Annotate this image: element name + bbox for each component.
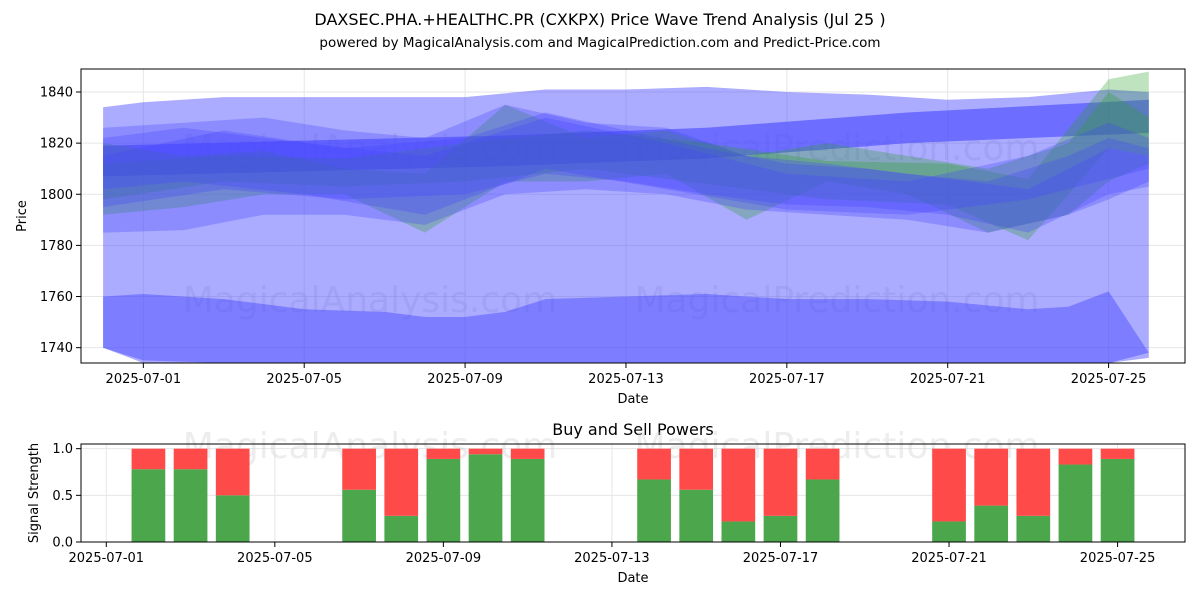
buy-bar-2025-07-22 — [974, 505, 1009, 542]
wave-band-1 — [103, 291, 1149, 363]
sell-bar-2025-07-08 — [384, 448, 419, 516]
price-y-ticks: 1740 1760 1780 1800 1820 1840 — [40, 86, 81, 356]
price-y-tick-label-3: 1800 — [40, 188, 73, 203]
sell-bar-2025-07-14 — [637, 448, 671, 480]
buy-bar-2025-07-18 — [805, 479, 840, 542]
wave-band-2 — [103, 99, 1149, 177]
sell-bar-2025-07-07 — [342, 448, 376, 490]
buy-bar-2025-07-10 — [468, 454, 503, 542]
signal-y-tick-label-2: 1.0 — [52, 442, 73, 457]
sell-bar-2025-07-21 — [932, 448, 966, 522]
sell-bar-2025-07-25 — [1100, 448, 1135, 459]
buy-bar-2025-07-14 — [637, 479, 671, 542]
sell-bar-2025-07-03 — [173, 448, 208, 470]
price-y-tick-label-1: 1760 — [40, 290, 73, 305]
price-x-tick-label-4: 2025-07-17 — [749, 372, 825, 387]
signal-x-tick-label-5: 2025-07-21 — [911, 551, 987, 566]
price-x-tick-label-5: 2025-07-21 — [910, 372, 986, 387]
sell-bar-2025-07-02 — [131, 448, 166, 470]
sell-bar-2025-07-15 — [679, 448, 714, 490]
signal-x-tick-label-6: 2025-07-25 — [1080, 551, 1156, 566]
price-grid — [81, 69, 1185, 363]
sell-bar-2025-07-23 — [1016, 448, 1051, 516]
sell-bar-2025-07-16 — [721, 448, 756, 522]
wave-band-6 — [103, 112, 1149, 233]
price-y-tick-label-2: 1780 — [40, 239, 73, 254]
price-wave-bands — [103, 71, 1149, 364]
price-y-tick-label-5: 1840 — [40, 86, 73, 101]
signal-x-axis-label: Date — [617, 571, 648, 586]
buy-bar-2025-07-23 — [1016, 515, 1051, 542]
price-x-ticks: 2025-07-01 2025-07-05 2025-07-09 2025-07-13… — [106, 363, 1147, 387]
price-panel: MagicalAnalysis.com MagicalPrediction.co… — [15, 68, 1186, 407]
wave-band-7 — [103, 117, 1149, 215]
price-x-tick-label-1: 2025-07-05 — [266, 372, 342, 387]
sell-bar-2025-07-09 — [426, 448, 461, 459]
signal-title: Buy and Sell Powers — [552, 420, 714, 439]
sell-bar-2025-07-04 — [215, 448, 250, 496]
buy-bar-2025-07-21 — [932, 521, 966, 542]
signal-y-axis-label: Signal Strength — [27, 443, 42, 543]
signal-x-tick-label-1: 2025-07-05 — [237, 551, 313, 566]
buy-bar-2025-07-09 — [426, 458, 461, 542]
buy-bar-2025-07-07 — [342, 489, 376, 542]
buy-bar-2025-07-03 — [173, 469, 208, 542]
price-y-axis-label: Price — [15, 200, 30, 232]
buy-bar-2025-07-16 — [721, 521, 756, 542]
signal-x-tick-label-4: 2025-07-17 — [743, 551, 819, 566]
signal-plot-frame — [80, 443, 1186, 543]
watermark-prediction-2: MagicalPrediction.com — [635, 280, 1040, 321]
buy-bar-2025-07-15 — [679, 489, 714, 542]
buy-bar-2025-07-04 — [215, 495, 250, 542]
signal-y-ticks: 0.0 0.5 1.0 — [52, 442, 81, 551]
sell-bar-2025-07-22 — [974, 448, 1009, 506]
signal-x-tick-label-0: 2025-07-01 — [69, 551, 145, 566]
wave-band-4 — [103, 71, 1149, 241]
sell-bar-2025-07-18 — [805, 448, 840, 480]
buy-bar-2025-07-17 — [763, 515, 798, 542]
signal-y-tick-label-0: 0.0 — [52, 536, 73, 551]
signal-panel: Buy and Sell Powers MagicalAnalysis.com … — [27, 420, 1186, 586]
price-x-tick-label-3: 2025-07-13 — [588, 372, 664, 387]
chart-title: DAXSEC.PHA.+HEALTHC.PR (CXKPX) Price Wav… — [314, 10, 885, 29]
signal-x-tick-label-2: 2025-07-09 — [406, 551, 482, 566]
buy-bar-2025-07-25 — [1100, 458, 1135, 542]
price-plot-frame — [80, 68, 1186, 364]
price-x-tick-label-2: 2025-07-09 — [427, 372, 503, 387]
wave-band-3 — [103, 92, 1149, 233]
price-x-tick-label-0: 2025-07-01 — [106, 372, 182, 387]
signal-bars — [131, 448, 1135, 542]
sell-bar-2025-07-10 — [468, 448, 503, 455]
signal-x-ticks: 2025-07-01 2025-07-05 2025-07-09 2025-07-13… — [69, 542, 1156, 566]
wave-band-5 — [103, 104, 1149, 233]
signal-x-tick-label-3: 2025-07-13 — [574, 551, 650, 566]
buy-bar-2025-07-24 — [1058, 464, 1093, 542]
sell-bar-2025-07-11 — [510, 448, 545, 459]
price-x-axis-label: Date — [617, 392, 648, 407]
watermark-analysis-2: MagicalAnalysis.com — [183, 280, 557, 321]
price-y-tick-label-4: 1820 — [40, 137, 73, 152]
buy-bar-2025-07-11 — [510, 458, 545, 542]
price-y-tick-label-0: 1740 — [40, 341, 73, 356]
signal-y-tick-label-1: 0.5 — [52, 489, 73, 504]
sell-bar-2025-07-24 — [1058, 448, 1093, 465]
buy-bar-2025-07-02 — [131, 469, 166, 542]
chart-subtitle: powered by MagicalAnalysis.com and Magic… — [319, 35, 880, 51]
buy-bar-2025-07-08 — [384, 515, 419, 542]
sell-bar-2025-07-17 — [763, 448, 798, 516]
price-x-tick-label-6: 2025-07-25 — [1071, 372, 1147, 387]
